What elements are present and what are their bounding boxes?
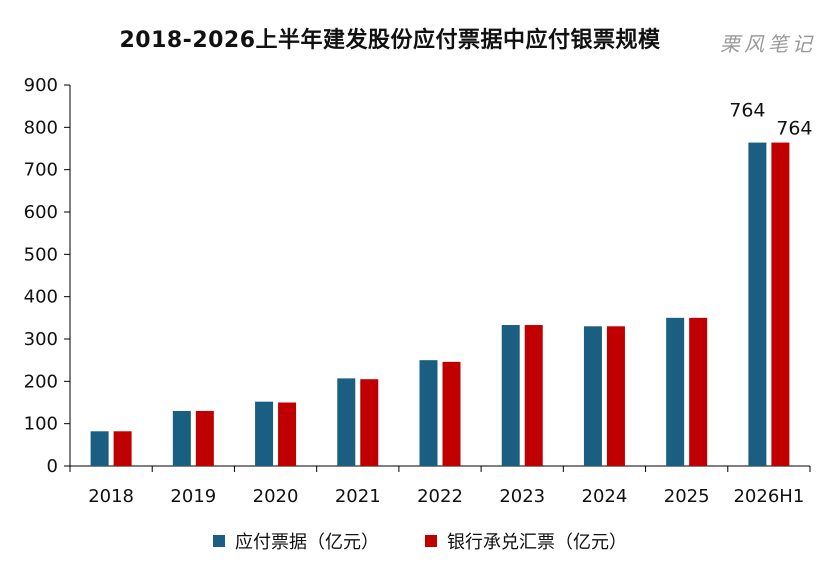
bar-series2-2023 xyxy=(524,325,543,466)
y-tick-label: 700 xyxy=(24,160,58,181)
y-tick-label: 200 xyxy=(24,371,58,392)
bar-series2-2020 xyxy=(278,402,297,466)
data-label-series2: 764 xyxy=(776,118,812,140)
bar-series1-2023 xyxy=(501,325,520,466)
bar-series2-2019 xyxy=(195,410,214,466)
legend-item-series2: 银行承兑汇票（亿元） xyxy=(425,528,627,554)
bar-series1-2026h1 xyxy=(748,142,767,466)
watermark-text: 栗风笔记 xyxy=(720,32,816,56)
bar-series2-2021 xyxy=(360,379,379,466)
bar-series2-2026h1 xyxy=(771,142,790,466)
chart-title-text: 2018-2026上半年建发股份应付票据中应付银票规模 xyxy=(119,28,661,53)
x-tick-label: 2023 xyxy=(499,486,545,507)
x-tick-label: 2024 xyxy=(582,486,628,507)
bar-series2-2025 xyxy=(689,317,708,466)
y-tick-label: 100 xyxy=(24,414,58,435)
x-tick-label: 2026H1 xyxy=(733,486,804,507)
legend-label-series2: 银行承兑汇票（亿元） xyxy=(447,532,627,553)
y-tick-label: 400 xyxy=(24,287,58,308)
x-tick-label: 2020 xyxy=(253,486,299,507)
bar-series1-2022 xyxy=(419,360,438,466)
x-tick-label: 2018 xyxy=(88,486,134,507)
y-tick-label: 300 xyxy=(24,329,58,350)
bar-series2-2018 xyxy=(113,431,132,466)
legend-item-series1: 应付票据（亿元） xyxy=(213,528,379,554)
bar-series1-2018 xyxy=(90,431,109,466)
chart-title: 2018-2026上半年建发股份应付票据中应付银票规模 xyxy=(0,22,840,54)
bar-series1-2020 xyxy=(255,401,274,466)
bar-series1-2021 xyxy=(337,378,356,466)
bar-series1-2019 xyxy=(172,410,191,466)
legend-swatch-series2 xyxy=(425,535,437,547)
bar-series2-2024 xyxy=(606,326,625,466)
bar-series1-2025 xyxy=(666,317,685,466)
x-tick-label: 2025 xyxy=(664,486,710,507)
x-tick-label: 2021 xyxy=(335,486,381,507)
data-label-series1: 764 xyxy=(729,100,765,122)
bar-series1-2024 xyxy=(583,326,602,466)
y-tick-label: 0 xyxy=(47,456,58,477)
y-tick-label: 600 xyxy=(24,202,58,223)
y-tick-label: 800 xyxy=(24,117,58,138)
legend-label-series1: 应付票据（亿元） xyxy=(235,532,379,553)
y-tick-label: 500 xyxy=(24,244,58,265)
x-tick-label: 2019 xyxy=(170,486,216,507)
bar-series2-2022 xyxy=(442,361,461,466)
bar-chart: 0 100 200 300 400 500 600 700 800 900 2018 2019 2020… xyxy=(24,75,813,507)
x-tick-label: 2022 xyxy=(417,486,463,507)
y-tick-label: 900 xyxy=(24,75,58,96)
chart-legend: 应付票据（亿元） 银行承兑汇票（亿元） xyxy=(0,528,840,554)
legend-swatch-series1 xyxy=(213,535,225,547)
